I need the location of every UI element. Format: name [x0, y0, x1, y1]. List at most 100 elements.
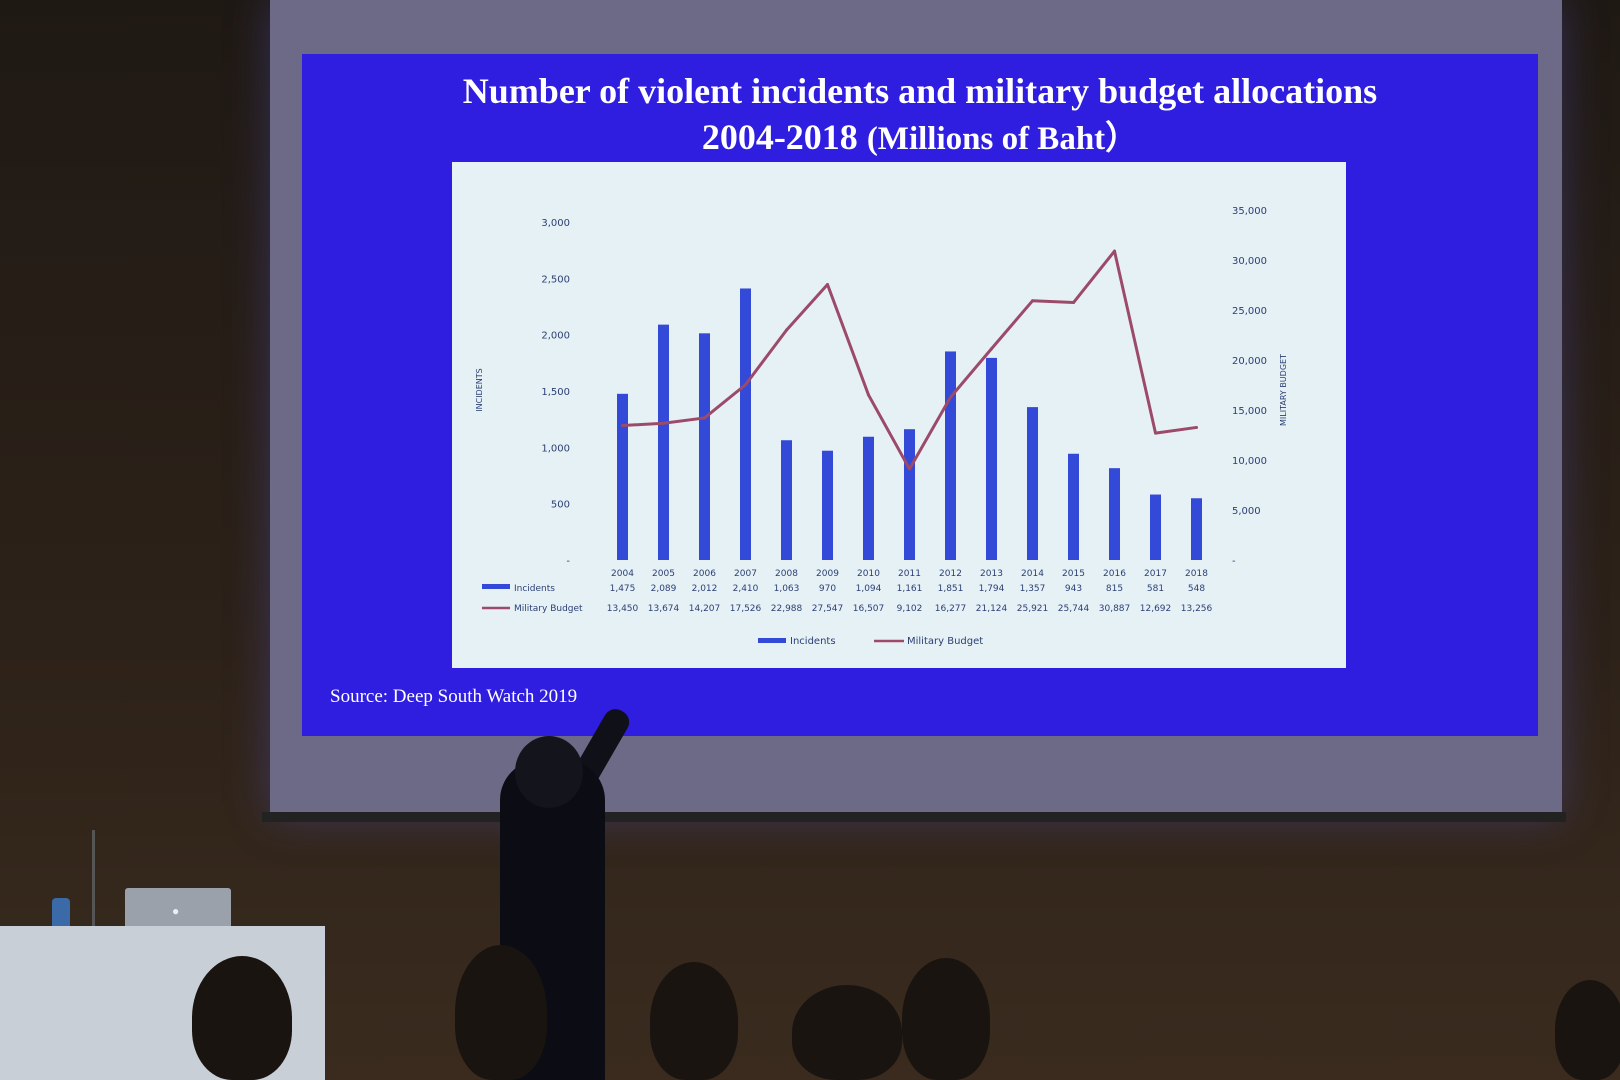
year-tick-label: 2011 [898, 569, 921, 579]
audience-head [902, 958, 990, 1080]
presenter-head [515, 736, 583, 808]
slide-title-unit: (Millions of Baht） [866, 121, 1139, 157]
table-incidents-value: 2,410 [733, 584, 759, 594]
source-note: Source: Deep South Watch 2019 [330, 686, 578, 707]
incidents-bar [1068, 453, 1079, 560]
incidents-bar [1191, 498, 1202, 560]
left-axis-tick-label: 500 [551, 500, 570, 511]
slide: Number of violent incidents and military… [302, 54, 1538, 736]
table-incidents-label: Incidents [514, 584, 555, 594]
year-tick-label: 2014 [1021, 569, 1044, 579]
table-incidents-value: 1,475 [610, 584, 636, 594]
microphone-stand [92, 830, 95, 926]
year-tick-label: 2016 [1103, 569, 1126, 579]
military-budget-point [785, 328, 788, 332]
table-incidents-value: 1,851 [938, 584, 964, 594]
left-axis-tick-label: 2,500 [541, 274, 570, 285]
right-axis-tick-label: 25,000 [1232, 306, 1267, 317]
table-incidents-value: 815 [1106, 584, 1123, 594]
right-axis-tick-label: 30,000 [1232, 256, 1267, 267]
incidents-bar [699, 333, 710, 560]
table-budget-value: 17,526 [730, 604, 762, 614]
left-axis-tick-label: 1,500 [541, 387, 570, 398]
table-incidents-value: 1,063 [774, 584, 800, 594]
right-axis-title: MILITARY BUDGET [1279, 354, 1288, 426]
year-tick-label: 2005 [652, 569, 675, 579]
slide-title-line1: Number of violent incidents and military… [462, 71, 1378, 111]
table-budget-value: 16,507 [853, 604, 885, 614]
table-incidents-value: 1,161 [897, 584, 923, 594]
incidents-bar [1027, 407, 1038, 560]
left-axis-tick-label: 3,000 [541, 218, 570, 229]
right-axis-tick-label: 5,000 [1232, 506, 1261, 517]
incidents-bar [1150, 494, 1161, 560]
water-bottle [52, 898, 70, 928]
left-axis-tick-label: 1,000 [541, 443, 570, 454]
military-budget-point [1072, 301, 1075, 305]
table-incidents-value: 1,357 [1020, 584, 1046, 594]
audience-head [455, 945, 547, 1080]
table-budget-value: 9,102 [897, 604, 923, 614]
incidents-bar [822, 450, 833, 560]
audience-head [1555, 980, 1620, 1080]
slide-title-line2: 2004-2018 (Millions of Baht） [302, 114, 1538, 162]
incidents-bar [781, 440, 792, 560]
table-incidents-key [482, 584, 510, 589]
table-budget-value: 30,887 [1099, 604, 1131, 614]
military-budget-point [990, 347, 993, 351]
incidents-bar [617, 393, 628, 560]
military-budget-point [1113, 249, 1116, 253]
incidents-bar [904, 429, 915, 560]
left-axis-tick-label: 2,000 [541, 331, 570, 342]
table-budget-value: 25,744 [1058, 604, 1090, 614]
table-incidents-value: 581 [1147, 584, 1164, 594]
year-tick-label: 2012 [939, 569, 962, 579]
table-budget-value: 14,207 [689, 604, 721, 614]
table-incidents-value: 548 [1188, 584, 1205, 594]
table-budget-value: 25,921 [1017, 604, 1049, 614]
military-budget-point [662, 421, 665, 425]
military-budget-point [1154, 431, 1157, 435]
screen-bottom-bar [262, 812, 1566, 822]
year-tick-label: 2004 [611, 569, 634, 579]
table-budget-value: 21,124 [976, 604, 1008, 614]
chart-panel: - 500 1,000 1,500 2,000 2,500 3,000 - 5,000 10,00… [452, 162, 1346, 668]
table-incidents-value: 970 [819, 584, 836, 594]
slide-title-years: 2004-2018 [701, 117, 858, 157]
table-budget-value: 13,674 [648, 604, 680, 614]
table-incidents-value: 2,089 [651, 584, 677, 594]
year-tick-label: 2015 [1062, 569, 1085, 579]
right-axis-tick-label: 15,000 [1232, 406, 1267, 417]
military-budget-point [621, 424, 624, 427]
incidents-bar [986, 357, 997, 560]
audience-head [650, 962, 738, 1080]
year-tick-label: 2006 [693, 569, 716, 579]
incidents-bar [740, 288, 751, 560]
incidents-bar [945, 351, 956, 560]
year-tick-label: 2007 [734, 569, 757, 579]
legend-budget-label: Military Budget [907, 636, 983, 647]
military-budget-point [703, 416, 706, 420]
legend-incidents-label: Incidents [790, 636, 836, 647]
table-budget-value: 16,277 [935, 604, 967, 614]
military-budget-point [744, 383, 747, 387]
right-axis-tick-label: 35,000 [1232, 206, 1267, 217]
table-incidents-value: 1,094 [856, 584, 882, 594]
right-axis-tick-label: 10,000 [1232, 456, 1267, 467]
incidents-bar [658, 324, 669, 560]
legend-incidents-swatch [758, 638, 786, 643]
left-axis-title: INCIDENTS [475, 368, 484, 411]
audience-head [792, 985, 902, 1080]
year-tick-label: 2018 [1185, 569, 1208, 579]
left-axis-tick-label: - [566, 556, 570, 567]
year-tick-label: 2010 [857, 569, 880, 579]
military-budget-point [1195, 425, 1198, 429]
incidents-bar [1109, 468, 1120, 560]
military-budget-point [1031, 299, 1034, 303]
table-budget-value: 12,692 [1140, 604, 1172, 614]
year-tick-label: 2008 [775, 569, 798, 579]
incidents-bar [863, 436, 874, 560]
table-incidents-value: 2,012 [692, 584, 718, 594]
table-budget-value: 22,988 [771, 604, 803, 614]
table-incidents-value: 943 [1065, 584, 1082, 594]
